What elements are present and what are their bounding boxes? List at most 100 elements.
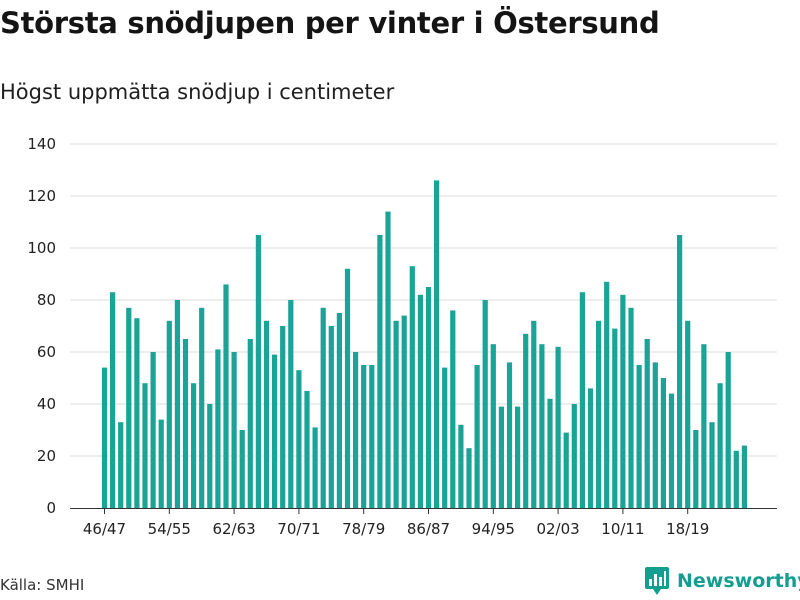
chart-subtitle: Högst uppmätta snödjup i centimeter xyxy=(0,80,395,104)
bar xyxy=(158,419,164,508)
bar xyxy=(547,398,553,508)
bar xyxy=(142,383,148,508)
x-tick-label: 10/11 xyxy=(601,520,644,538)
bar xyxy=(263,320,270,508)
bar xyxy=(296,370,302,508)
bar xyxy=(563,432,569,508)
bar xyxy=(353,352,359,508)
bar xyxy=(596,320,602,508)
y-tick-label: 20 xyxy=(37,447,56,465)
bar xyxy=(361,365,367,508)
y-tick-label: 60 xyxy=(37,343,56,361)
bar xyxy=(231,352,237,508)
bar xyxy=(207,404,213,508)
bar xyxy=(417,294,423,508)
bar xyxy=(280,326,286,508)
x-tick-label: 46/47 xyxy=(83,520,126,538)
bar xyxy=(652,362,658,508)
bar xyxy=(668,393,675,508)
bar xyxy=(385,211,391,508)
bar xyxy=(685,320,691,508)
x-tick-label: 70/71 xyxy=(277,520,320,538)
bar xyxy=(725,352,731,508)
bar xyxy=(126,307,132,508)
y-tick-label: 140 xyxy=(27,135,56,153)
newsworthy-logo: Newsworthy xyxy=(645,567,800,595)
bar xyxy=(304,391,310,508)
bar xyxy=(288,300,294,508)
bar xyxy=(531,320,537,508)
bar xyxy=(604,281,610,508)
bar xyxy=(733,450,739,508)
x-tick-label: 94/95 xyxy=(472,520,515,538)
bar xyxy=(741,445,747,508)
bar xyxy=(101,367,108,508)
bar xyxy=(344,268,351,508)
bar xyxy=(312,427,318,508)
bar xyxy=(515,406,521,508)
bar xyxy=(555,346,561,508)
bar xyxy=(579,292,585,508)
x-tick-label: 54/55 xyxy=(148,520,191,538)
bar xyxy=(409,266,415,508)
bar xyxy=(223,284,229,508)
x-tick-label: 18/19 xyxy=(666,520,709,538)
newsworthy-brand: Newsworthy xyxy=(677,570,800,592)
bar xyxy=(482,300,488,508)
bar xyxy=(377,235,383,508)
bar xyxy=(701,344,707,508)
bar xyxy=(644,339,650,508)
bar xyxy=(612,328,618,508)
x-tick-label: 62/63 xyxy=(212,520,255,538)
bar xyxy=(320,307,326,508)
bar xyxy=(539,344,545,508)
bar xyxy=(506,362,513,508)
bar xyxy=(255,235,261,508)
bar xyxy=(118,422,124,508)
bar xyxy=(336,313,342,508)
y-tick-label: 100 xyxy=(27,239,56,257)
bar xyxy=(628,307,634,508)
bar xyxy=(239,430,245,508)
newsworthy-logo-icon xyxy=(645,567,669,595)
bar xyxy=(434,180,440,508)
y-tick-label: 120 xyxy=(27,187,56,205)
y-tick-label: 80 xyxy=(37,291,56,309)
bar xyxy=(693,430,699,508)
bar xyxy=(328,326,334,508)
bar xyxy=(247,339,253,508)
bar xyxy=(134,318,140,508)
bar xyxy=(401,315,407,508)
bar xyxy=(717,383,723,508)
bar xyxy=(474,365,480,508)
bar xyxy=(215,349,221,508)
bar xyxy=(466,448,472,508)
bar xyxy=(450,310,456,508)
bar xyxy=(110,292,116,508)
bar xyxy=(523,333,529,508)
bar xyxy=(587,388,594,508)
y-tick-label: 0 xyxy=(46,499,56,517)
x-tick-label: 78/79 xyxy=(342,520,385,538)
bar xyxy=(150,352,156,508)
bar xyxy=(425,287,432,508)
bar xyxy=(272,354,278,508)
bar xyxy=(191,383,197,508)
x-tick-label: 86/87 xyxy=(407,520,450,538)
bar xyxy=(458,424,464,508)
bar xyxy=(677,235,683,508)
bar xyxy=(182,339,189,508)
source-label: Källa: SMHI xyxy=(0,576,85,594)
bar xyxy=(199,307,205,508)
bars xyxy=(101,180,747,508)
bar xyxy=(498,406,504,508)
bar xyxy=(620,294,626,508)
bar xyxy=(369,365,375,508)
bar xyxy=(571,404,577,508)
y-tick-label: 40 xyxy=(37,395,56,413)
x-tick-label: 02/03 xyxy=(536,520,579,538)
bar xyxy=(636,365,642,508)
bar xyxy=(660,378,666,508)
bar xyxy=(166,320,172,508)
